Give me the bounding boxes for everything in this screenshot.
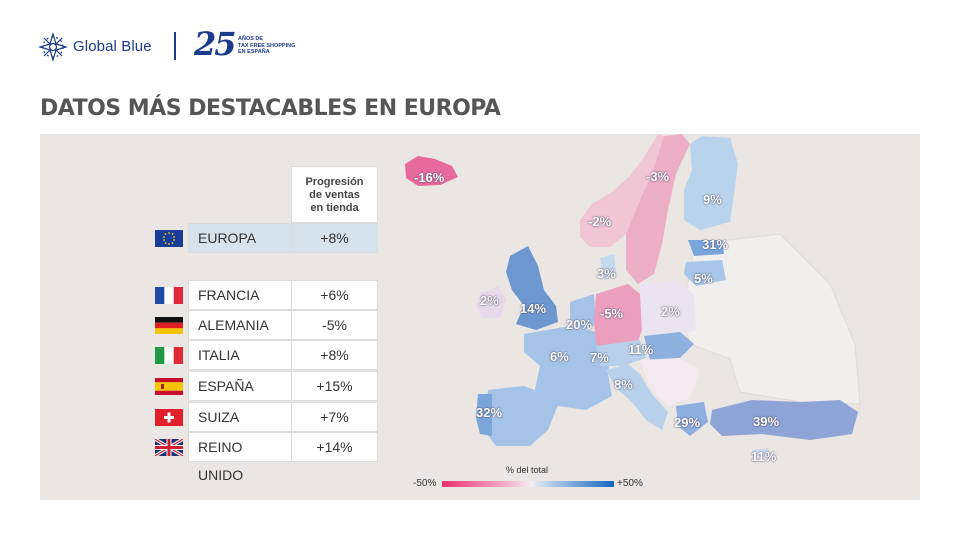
sales-progression-value: +6% [291, 280, 378, 310]
column-header-line-2: de ventas [309, 189, 360, 201]
map-label-cyprus: 11% [751, 449, 777, 464]
norway-shape [580, 134, 664, 247]
map-label-hungary: 11% [628, 342, 654, 357]
country-name: ITALIA [188, 340, 291, 370]
estonia-shape [688, 240, 724, 256]
country-name: ESPAÑA [188, 371, 291, 401]
map-label-norway: -2% [588, 214, 612, 229]
map-label-turkey: 39% [753, 414, 780, 429]
germany-shape [594, 284, 642, 352]
italy-flag-icon [155, 347, 183, 364]
switzerland-shape [596, 340, 646, 366]
map-label-switzerland: 7% [590, 350, 609, 365]
page-title: DATOS MÁS DESTACABLES EN EUROPA [40, 96, 501, 121]
ireland-shape [476, 286, 506, 318]
anniversary-line-3: EN ESPAÑA [238, 49, 270, 55]
map-label-sweden: -3% [646, 169, 670, 184]
legend-color-scale [442, 481, 614, 487]
map-label-estonia: 31% [702, 237, 729, 252]
map-label-finland: 9% [703, 192, 722, 207]
eastern-europe-region [679, 233, 861, 405]
map-label-france: 6% [550, 349, 569, 364]
sales-progression-value: +8% [291, 340, 378, 370]
sales-progression-value: +14% [291, 432, 378, 462]
map-label-netherlands: 20% [566, 317, 593, 332]
finland-shape [684, 136, 738, 230]
map-label-germany: -5% [600, 306, 624, 321]
iceland-shape [405, 156, 458, 186]
uk-flag-icon [155, 439, 183, 456]
map-label-greece: 29% [674, 415, 701, 430]
sales-progression-value: +8% [291, 223, 378, 253]
netherlands-shape [570, 294, 596, 332]
brand-name: Global Blue [73, 38, 152, 55]
map-label-poland: 2% [661, 304, 680, 319]
global-blue-logo-icon [38, 32, 68, 62]
sweden-shape [626, 134, 690, 284]
greece-shape [676, 402, 708, 436]
sales-progression-value: +7% [291, 402, 378, 432]
poland-shape [640, 280, 696, 340]
balkans-shape [640, 358, 700, 406]
header-divider [174, 32, 176, 60]
denmark-shape [600, 254, 616, 280]
country-name: FRANCIA [188, 280, 291, 310]
hungary-shape [644, 332, 694, 360]
germany-flag-icon [155, 317, 183, 334]
switzerland-flag-icon [155, 409, 183, 426]
map-label-latvia: 5% [694, 271, 713, 286]
header: Global Blue 25 AÑOS DE TAX FREE SHOPPING… [38, 25, 438, 64]
anniversary-line-1: AÑOS DE [238, 36, 264, 42]
map-label-iceland: -16% [414, 170, 445, 185]
eu-flag-icon [155, 230, 183, 247]
anniversary-number: 25 [194, 25, 237, 63]
legend-max-label: +50% [617, 478, 643, 489]
legend-title: % del total [505, 465, 549, 475]
map-label-denmark: 3% [597, 266, 616, 281]
spain-shape [484, 386, 560, 446]
sales-progression-value: +15% [291, 371, 378, 401]
spain-flag-icon [155, 378, 183, 395]
legend-min-label: -50% [413, 478, 437, 489]
column-header-line-3: en tienda [310, 202, 359, 214]
map-label-portugal: 32% [476, 405, 503, 420]
map-label-italy: 8% [614, 377, 633, 392]
latvia-shape [684, 260, 726, 286]
column-header-line-1: Progresión [305, 176, 364, 188]
cyprus-shape [752, 448, 770, 456]
country-name: EUROPA [188, 223, 291, 253]
anniversary-line-2: TAX FREE SHOPPING [238, 42, 296, 49]
table-column-header: Progresión de ventas en tienda [291, 166, 378, 223]
country-name: REINO UNIDO [188, 432, 291, 483]
italy-shape [606, 364, 668, 430]
map-label-uk: 14% [520, 301, 547, 316]
france-shape [524, 326, 612, 410]
country-name: SUIZA [188, 402, 291, 432]
turkey-shape [710, 400, 858, 440]
anniversary-caption: AÑOS DE TAX FREE SHOPPING EN ESPAÑA [238, 36, 295, 56]
country-name: ALEMANIA [188, 310, 291, 340]
map-label-ireland: 2% [480, 293, 499, 308]
france-flag-icon [155, 287, 183, 304]
uk-shape [506, 246, 558, 330]
content-panel: -16% -3% -2% 9% 31% 5% 3% 2% 14% 2% 20% … [40, 134, 920, 500]
europe-map [405, 134, 861, 456]
sales-progression-value: -5% [291, 310, 378, 340]
portugal-shape [476, 394, 492, 436]
